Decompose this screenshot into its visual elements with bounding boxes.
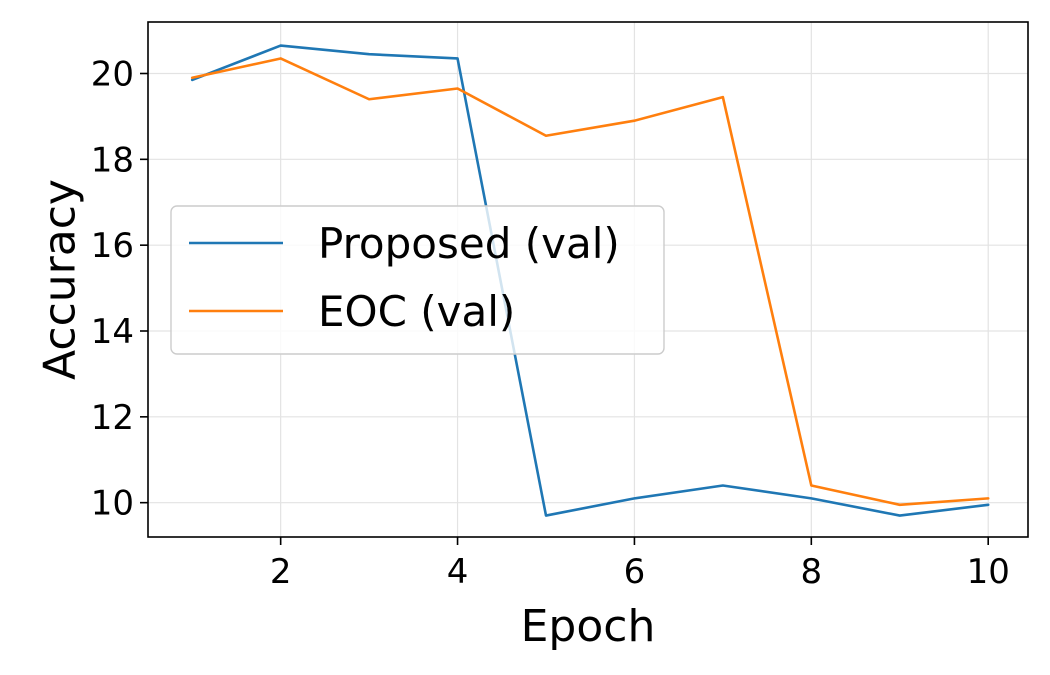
series-line-1	[190, 44, 990, 517]
x-tick-label: 6	[624, 552, 646, 592]
y-tick-label: 20	[91, 55, 134, 95]
x-axis-label: Epoch	[521, 601, 656, 652]
x-tick-label: 2	[270, 552, 292, 592]
series-line-2	[190, 57, 990, 507]
legend-box	[170, 205, 665, 355]
legend-label-1: Proposed (val)	[318, 219, 620, 268]
series-lines	[190, 44, 990, 517]
y-tick-label: 18	[91, 140, 134, 180]
y-tick-label: 14	[91, 312, 134, 352]
x-tick-label: 8	[800, 552, 822, 592]
legend-label-2: EOC (val)	[318, 287, 515, 336]
y-axis-label: Accuracy	[35, 179, 86, 380]
x-tick-label: 4	[447, 552, 469, 592]
plot-frame	[147, 21, 1029, 538]
y-tick-label: 16	[91, 226, 134, 266]
y-tick-label: 10	[91, 484, 134, 524]
axis-ticks: 2 4 6 8 10 10 12 14 16 18 20	[91, 55, 1010, 593]
y-tick-label: 12	[91, 398, 134, 438]
x-tick-label: 10	[967, 552, 1010, 592]
legend: Proposed (val) EOC (val)	[170, 205, 665, 355]
